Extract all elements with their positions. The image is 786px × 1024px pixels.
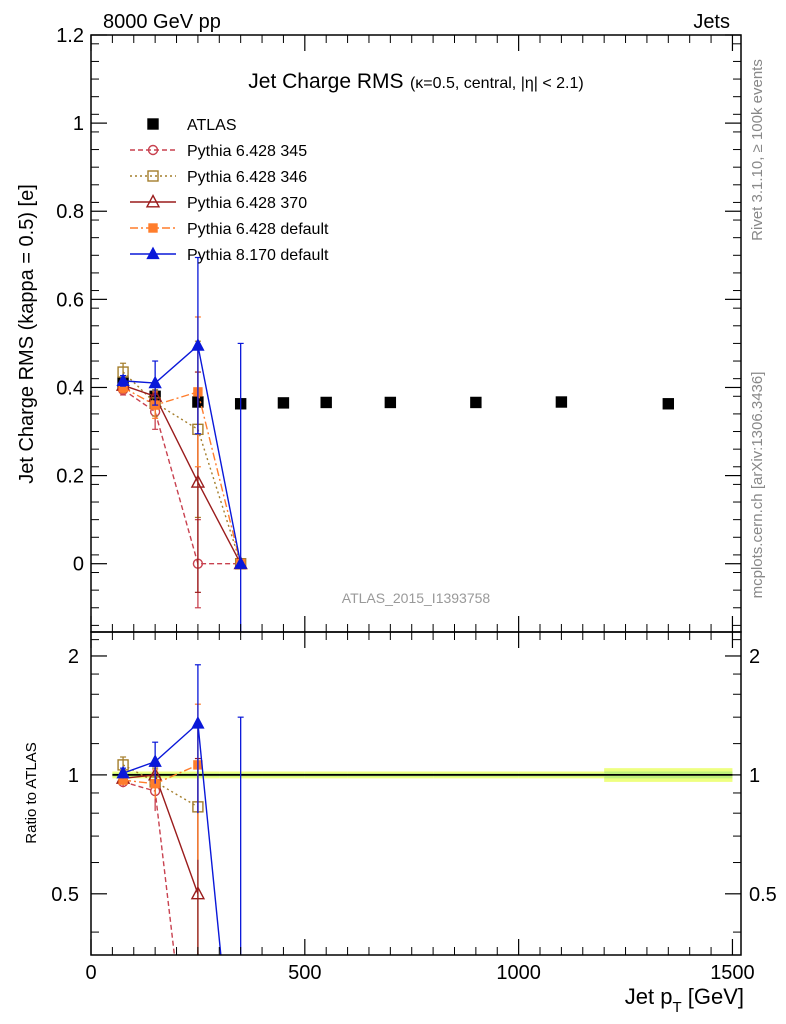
data-point-py8def	[191, 338, 205, 351]
legend-marker-py345	[147, 144, 159, 156]
main-y-axis-label: Jet Charge RMS (kappa = 0.5) [e]	[16, 184, 38, 484]
ratio-y-tick-label-right: 0.5	[749, 884, 777, 906]
ratio-line-py8def	[122, 721, 222, 956]
mcplots-label: mcplots.cern.ch [arXiv:1306.3436]	[749, 372, 766, 599]
ratio-point-py370	[190, 885, 206, 900]
x-tick-label: 0	[85, 962, 96, 984]
legend-label-py346: Pythia 6.428 346	[187, 169, 307, 186]
ratio-y-tick-label: 1	[68, 765, 79, 787]
series-py345	[117, 383, 246, 609]
main-plot-panel: 0 0.2 0.4 0.6 0.8 1 1.2	[56, 25, 742, 633]
data-point-ATLAS	[662, 398, 675, 410]
ratio-y-tick-label-right: 2	[749, 646, 760, 668]
title-main: Jet Charge RMS	[248, 70, 403, 93]
series-line-py8def	[123, 344, 242, 564]
series-py8def	[116, 256, 248, 632]
series-py370	[115, 371, 248, 593]
legend-item-py6def: Pythia 6.428 default	[130, 221, 329, 238]
legend-label-py345: Pythia 6.428 345	[187, 143, 307, 160]
header-energy: 8000 GeV pp	[103, 11, 221, 33]
x-axis-label: Jet pT [GeV]	[625, 984, 744, 1016]
legend-label-py6def: Pythia 6.428 default	[187, 221, 329, 238]
legend-label-ATLAS: ATLAS	[187, 117, 237, 134]
data-point-py8def	[116, 373, 130, 387]
data-point-ATLAS	[320, 396, 332, 409]
series-py346	[117, 340, 247, 570]
legend-marker-py370	[145, 194, 161, 208]
plot-title: Jet Charge RMS (κ=0.5, central, |η| < 2.…	[248, 70, 583, 93]
rivet-version-label: Rivet 3.1.10, ≥ 100k events	[749, 59, 766, 241]
title-sub: (κ=0.5, central, |η| < 2.1)	[410, 75, 584, 92]
main-y-tick-label: 0.4	[56, 377, 84, 399]
data-point-ATLAS	[277, 397, 290, 409]
series-py6def	[118, 316, 246, 569]
legend-label-py370: Pythia 6.428 370	[187, 195, 307, 212]
legend-item-py345: Pythia 6.428 345	[130, 143, 307, 160]
data-point-ATLAS	[555, 396, 568, 408]
data-point-py370	[190, 474, 206, 488]
legend-item-py8def: Pythia 8.170 default	[130, 246, 329, 264]
main-y-tick-label: 1	[73, 113, 84, 135]
main-y-tick-label: 0.8	[56, 201, 84, 223]
ratio-y-axis-label: Ratio to ATLAS	[23, 742, 40, 843]
series-line-py370	[122, 384, 242, 565]
legend-marker-py346	[147, 170, 159, 182]
ratio-series-py6def	[118, 703, 203, 860]
ratio-y-tick-label: 2	[68, 646, 79, 668]
ratio-point-py8def	[116, 765, 130, 779]
header-process: Jets	[693, 11, 730, 33]
x-tick-label: 1000	[496, 962, 541, 984]
legend-marker-ATLAS	[147, 118, 159, 130]
legend-item-py370: Pythia 6.428 370	[130, 194, 307, 212]
series-line-py346	[122, 371, 242, 564]
data-point-py8def	[148, 375, 162, 389]
main-y-tick-label: 0.2	[56, 466, 84, 488]
ratio-series-py345	[117, 772, 199, 956]
ratio-frame	[90, 631, 742, 956]
legend: ATLAS Pythia 6.428 345 Pythia 6.428 346 Pyt…	[130, 117, 329, 264]
ratio-y-tick-label: 0.5	[51, 884, 79, 906]
series-line-py345	[122, 389, 241, 565]
ratio-point-py8def	[191, 715, 205, 729]
legend-marker-py6def	[148, 223, 158, 233]
ratio-point-py8def	[148, 754, 162, 767]
x-tick-label: 500	[288, 962, 321, 984]
ratio-plot-panel: 0.5 0.5 1 1 2 2 0 500 1000 1500	[51, 631, 777, 984]
legend-item-py346: Pythia 6.428 346	[130, 169, 307, 186]
x-tick-label: 1500	[710, 962, 755, 984]
legend-label-py8def: Pythia 8.170 default	[187, 247, 329, 264]
data-point-ATLAS	[384, 396, 397, 409]
main-y-tick-label: 0	[73, 554, 84, 576]
legend-item-ATLAS: ATLAS	[147, 117, 237, 134]
ratio-y-tick-label-right: 1	[749, 765, 760, 787]
main-y-tick-label: 1.2	[56, 25, 84, 47]
analysis-id-label: ATLAS_2015_I1393758	[342, 590, 491, 606]
ratio-series-py8def	[116, 664, 244, 956]
data-point-py8def	[234, 556, 248, 569]
main-y-tick-label: 0.6	[56, 289, 84, 311]
legend-marker-py8def	[146, 246, 160, 260]
series-line-py6def	[122, 386, 242, 564]
ratio-series-py370	[115, 757, 206, 955]
data-point-ATLAS	[470, 396, 482, 409]
